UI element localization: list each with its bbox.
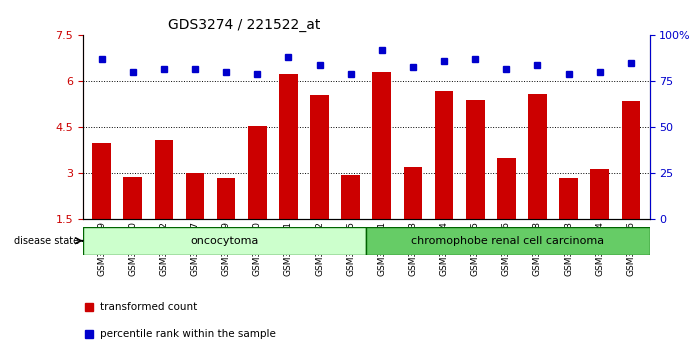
FancyBboxPatch shape <box>83 227 366 255</box>
Bar <box>186 173 205 219</box>
Bar <box>466 100 484 219</box>
Bar <box>528 94 547 219</box>
Text: transformed count: transformed count <box>100 302 197 312</box>
Bar <box>590 169 609 219</box>
Bar <box>217 178 236 219</box>
Bar <box>497 158 515 219</box>
Bar <box>310 95 329 219</box>
Text: GDS3274 / 221522_at: GDS3274 / 221522_at <box>168 18 321 32</box>
Text: oncocytoma: oncocytoma <box>191 236 258 246</box>
Bar <box>372 72 391 219</box>
Bar <box>621 101 640 219</box>
Text: percentile rank within the sample: percentile rank within the sample <box>100 329 276 339</box>
Bar <box>435 91 453 219</box>
Bar <box>279 74 298 219</box>
Bar <box>155 140 173 219</box>
Text: chromophobe renal cell carcinoma: chromophobe renal cell carcinoma <box>411 236 605 246</box>
Text: disease state: disease state <box>14 236 79 246</box>
Bar <box>559 178 578 219</box>
Bar <box>248 126 267 219</box>
Bar <box>124 177 142 219</box>
Bar <box>341 175 360 219</box>
Bar <box>93 143 111 219</box>
Bar <box>404 167 422 219</box>
FancyBboxPatch shape <box>366 227 650 255</box>
